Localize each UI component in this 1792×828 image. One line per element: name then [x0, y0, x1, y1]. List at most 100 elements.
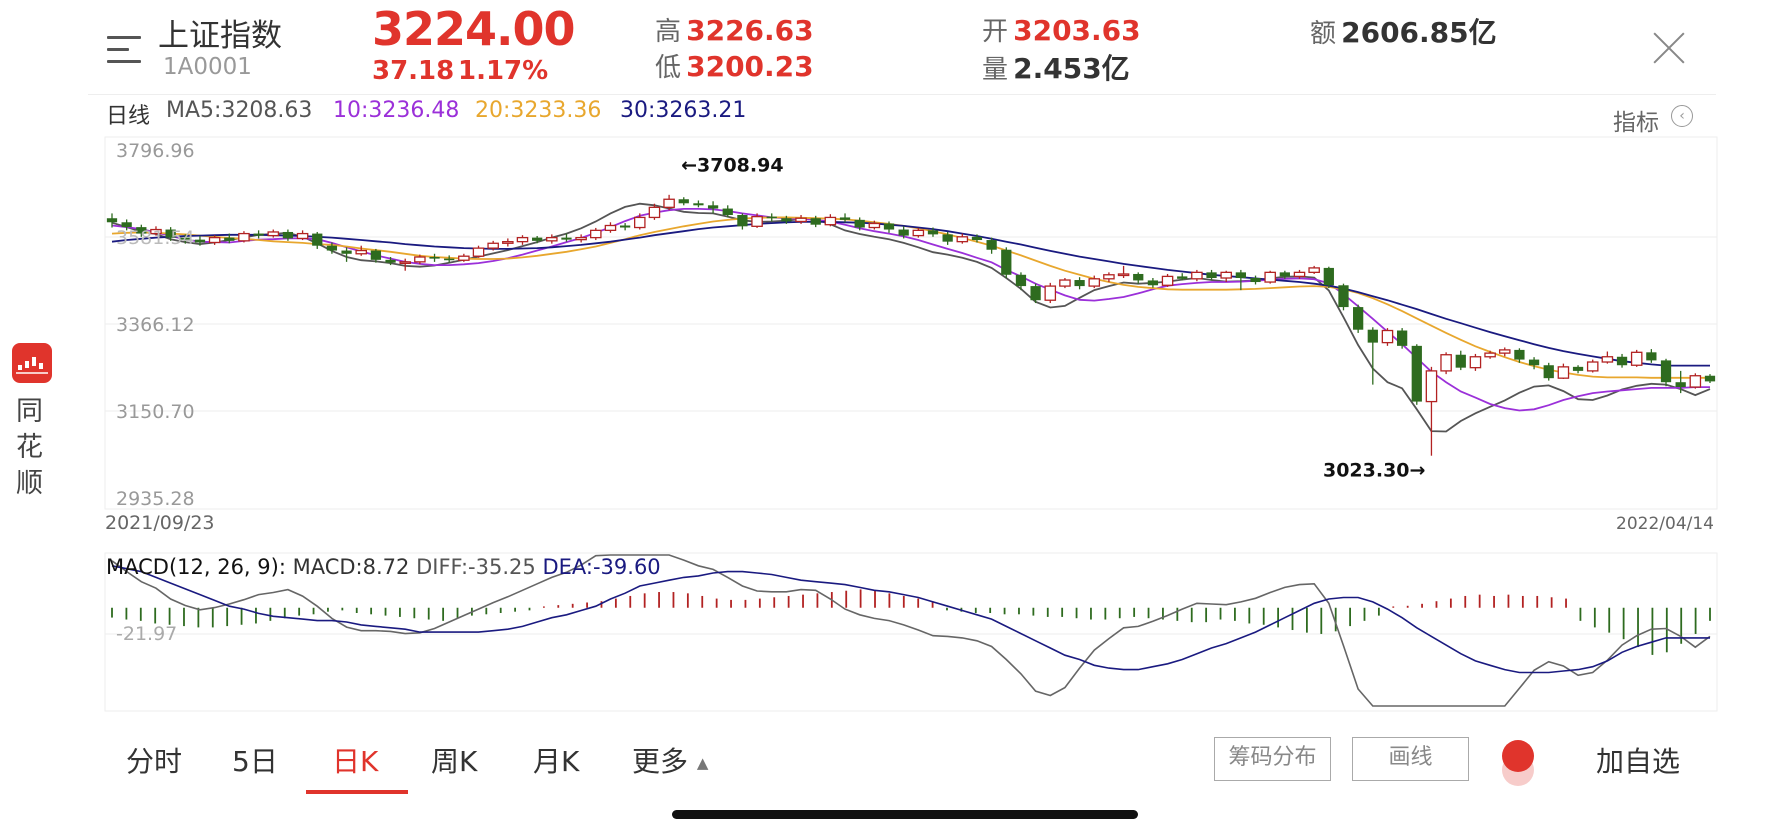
candle-body-up	[1689, 375, 1702, 388]
dea-line	[111, 565, 1710, 674]
y-tick-label: 3796.96	[116, 140, 195, 162]
candle-body-up	[648, 206, 661, 219]
period-label: 日线	[106, 104, 151, 129]
candle-body-down	[693, 203, 704, 206]
candle-body-up	[1308, 267, 1320, 274]
candle-body-down	[1704, 375, 1716, 382]
ma30-legend: 30:3263.21	[620, 98, 747, 123]
candle-body-up	[150, 228, 162, 235]
tab-monthly-k[interactable]: 月K	[533, 745, 580, 778]
stock-code: 1A0001	[163, 54, 252, 80]
candle-body-down	[1030, 286, 1041, 301]
tab-5day[interactable]: 5日	[232, 745, 278, 778]
candle-body-down	[385, 259, 396, 263]
chip-distribution-button[interactable]: 筹码分布	[1214, 737, 1331, 781]
candle-body-down	[1250, 278, 1261, 283]
tab-daily-k[interactable]: 日K	[332, 745, 379, 778]
candle-body-down	[165, 229, 176, 238]
candle-body-up	[1381, 329, 1394, 344]
candle-body-up	[1044, 285, 1057, 301]
candle-body-up	[355, 249, 368, 255]
candle-body-down	[971, 236, 983, 241]
candle-body-down	[532, 237, 543, 241]
candle-body-down	[1074, 280, 1085, 287]
candle-body-up	[912, 229, 925, 237]
candle-body-down	[854, 219, 865, 228]
candle-body-up	[487, 242, 499, 249]
ma5-legend: MA5:3208.63	[166, 98, 313, 123]
app-brand-name[interactable]: 同花顺	[16, 396, 43, 499]
macd-legend: MACD(12, 26, 9): MACD:8.72 DIFF:-35.25 D…	[106, 555, 661, 579]
macd-value: MACD:8.72	[292, 555, 410, 579]
candle-body-down	[707, 205, 719, 209]
candle-body-up	[208, 236, 221, 244]
volume-stat: 量 2.453亿	[982, 52, 1130, 85]
candle-body-down	[224, 237, 235, 241]
candle-body-up	[1557, 366, 1570, 379]
x-start-date: 2021/09/23	[105, 512, 215, 534]
candle-body-down	[1001, 249, 1012, 275]
tab-more[interactable]: 更多 ▲	[632, 740, 708, 780]
candle-body-up	[1498, 349, 1511, 354]
candle-body-down	[1572, 366, 1584, 371]
candle-body-down	[781, 218, 792, 222]
tab-weekly-k[interactable]: 周K	[431, 745, 478, 778]
ma-line-ma30	[111, 220, 1710, 367]
amount-stat: 额 2606.85亿	[1310, 16, 1497, 49]
candle-body-down	[810, 218, 821, 225]
candle-body-up	[516, 236, 529, 243]
tab-intraday[interactable]: 分时	[126, 745, 183, 778]
candle-body-up	[633, 216, 646, 229]
candle-body-down	[1235, 272, 1246, 279]
min-annotation: 3023.30→	[1323, 459, 1425, 481]
candle-body-down	[312, 233, 323, 246]
amount-value: 2606.85亿	[1341, 16, 1497, 49]
diff-value: DIFF:-35.25	[416, 555, 536, 579]
kline-frame	[104, 136, 1718, 510]
candle-body-up	[1440, 354, 1452, 372]
price-change: 37.18	[372, 56, 455, 86]
ma-line-ma5	[111, 202, 1711, 433]
max-annotation: ←3708.94	[681, 155, 783, 177]
y-tick-label: 3581.54	[116, 227, 195, 249]
diff-line	[111, 554, 1711, 707]
candle-body-up	[663, 198, 675, 208]
candle-body-down	[1396, 330, 1408, 346]
indicator-button[interactable]: 指标	[1613, 110, 1659, 136]
candle-body-down	[1353, 307, 1364, 330]
candle-body-down	[678, 199, 689, 204]
macd-frame	[104, 552, 1718, 712]
candle-body-down	[326, 245, 338, 251]
dea-value: DEA:-39.60	[542, 555, 661, 579]
add-to-watchlist-button[interactable]: 加自选	[1596, 745, 1681, 778]
record-icon[interactable]	[1502, 740, 1534, 772]
candle-body-up	[267, 231, 280, 237]
candle-body-down	[1646, 352, 1657, 361]
candle-body-up	[1117, 273, 1130, 277]
candle-body-up	[1601, 356, 1614, 363]
candle-body-up	[590, 229, 602, 239]
candle-body-down	[1206, 272, 1217, 279]
candle-body-up	[399, 261, 411, 265]
candle-body-down	[942, 234, 953, 242]
candle-body-up	[414, 256, 426, 263]
candle-body-up	[1630, 351, 1643, 366]
candle-body-down	[722, 208, 733, 216]
candle-body-down	[737, 215, 748, 227]
candle-body-down	[370, 250, 382, 260]
candle-body-up	[868, 222, 881, 229]
candle-body-down	[1279, 272, 1290, 277]
y-tick-label: 3366.12	[116, 314, 195, 336]
chevron-left-icon[interactable]: ‹	[1671, 105, 1693, 127]
candle-body-down	[121, 222, 132, 228]
ma10-legend: 10:3236.48	[333, 98, 460, 123]
open-stat: 开 3203.63	[982, 14, 1141, 47]
candle-body-down	[986, 240, 997, 250]
candle-body-down	[282, 231, 294, 239]
current-price: 3224.00	[372, 2, 576, 56]
draw-line-button[interactable]: 画线	[1352, 737, 1469, 781]
high-stat: 高 3226.63	[655, 14, 814, 47]
menu-icon[interactable]	[107, 36, 143, 64]
app-logo-icon[interactable]	[12, 343, 52, 383]
